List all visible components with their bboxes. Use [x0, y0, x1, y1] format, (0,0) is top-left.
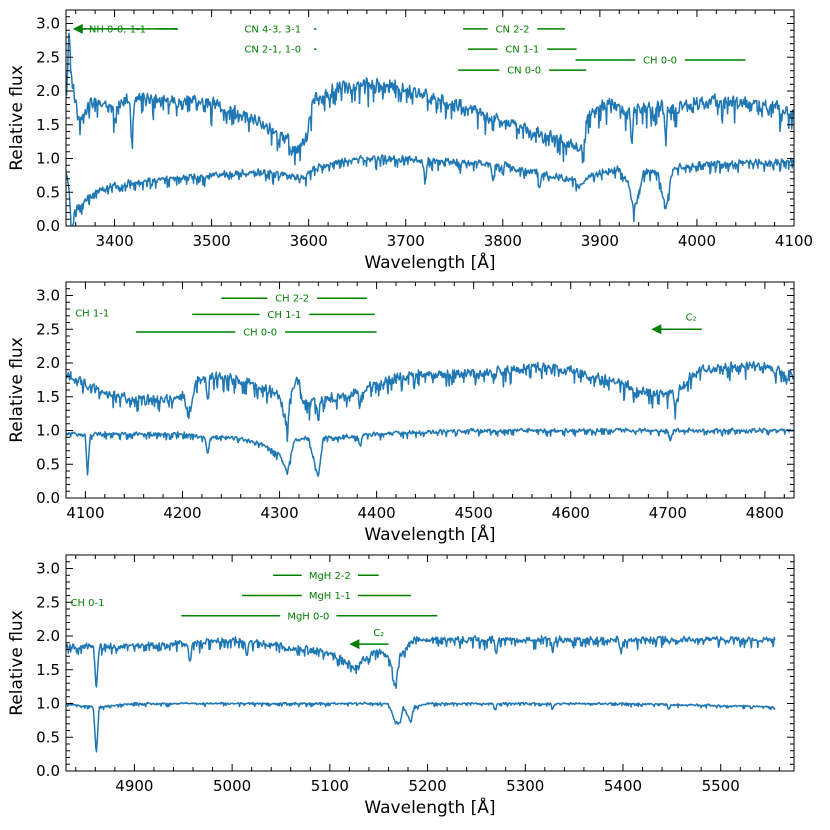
x-tick-label: 4500	[455, 504, 493, 522]
y-axis-label: Relative flux	[7, 337, 27, 443]
band-label: CN 2-1, 1-0	[244, 45, 301, 56]
panel-3: 4900 5000 5100 5200 5300 5400 5500 0.0 0.5 1.0 1.5…	[7, 554, 795, 818]
band-label: CN 2-2	[496, 24, 530, 35]
y-tick-label: 2.5	[36, 320, 60, 338]
band-label: CH 0-0	[643, 55, 677, 66]
x-tick-label: 3700	[387, 232, 425, 250]
x-axis-label: Wavelength [Å]	[364, 796, 495, 818]
band-label: CN 0-0	[507, 66, 541, 77]
x-tick-label: 3400	[95, 232, 133, 250]
band-label: MgH 2-2	[309, 571, 351, 582]
spectrum-line-2	[66, 701, 776, 753]
y-tick-label: 2.5	[36, 48, 60, 66]
spectrum-line-2	[66, 427, 794, 477]
band-label: MgH 0-0	[287, 611, 329, 622]
x-axis-label: Wavelength [Å]	[364, 523, 495, 545]
spectrum-line-1	[66, 32, 794, 166]
y-tick-label: 0.5	[36, 455, 60, 473]
y-tick-label: 0.5	[36, 728, 60, 746]
band-label: CH 1-1	[267, 310, 301, 321]
band-annotation: C₂	[349, 628, 389, 650]
y-axis-label: Relative flux	[7, 65, 27, 171]
spectrum-line-1	[66, 360, 794, 443]
band-label: CH 2-2	[275, 294, 309, 305]
x-tick-label: 4100	[66, 504, 104, 522]
y-axis-label: Relative flux	[7, 610, 27, 716]
y-tick-label: 1.0	[36, 695, 60, 713]
panel-1: 3400 3500 3600 3700 3800 3900 4000 4100 0.0 0.5 1.…	[7, 9, 813, 273]
x-tick-label: 4600	[552, 504, 590, 522]
band-annotation: CN 1-1	[467, 45, 577, 56]
spectrum-line-1	[66, 635, 776, 690]
band-annotation: CH 2-2	[221, 294, 367, 305]
band-label: CN 4-3, 3-1	[244, 24, 301, 35]
x-tick-label: 4700	[649, 504, 687, 522]
y-tick-label: 2.0	[36, 82, 60, 100]
y-tick-label: 2.0	[36, 627, 60, 645]
band-annotation: MgH 0-0	[181, 611, 438, 622]
x-tick-label: 3800	[484, 232, 522, 250]
x-tick-label: 5000	[213, 777, 251, 795]
y-tick-label: 1.0	[36, 422, 60, 440]
x-tick-label: 4200	[163, 504, 201, 522]
band-annotation: CN 4-3, 3-1	[244, 24, 317, 35]
x-tick-label: 5200	[408, 777, 446, 795]
band-annotation: MgH 1-1	[241, 591, 411, 602]
y-tick-label: 1.5	[36, 116, 60, 134]
x-tick-label: 4400	[358, 504, 396, 522]
y-tick-label: 3.0	[36, 15, 60, 33]
x-tick-label: 5400	[604, 777, 642, 795]
band-annotation: CN 2-2	[463, 24, 565, 35]
band-annotation: CH 0-0	[135, 327, 377, 338]
x-axis-label: Wavelength [Å]	[364, 251, 495, 273]
y-tick-label: 1.5	[36, 388, 60, 406]
x-tick-label: 4900	[115, 777, 153, 795]
band-annotation: CH 0-1	[70, 598, 104, 609]
band-label: C₂	[686, 313, 697, 324]
x-tick-label: 5100	[311, 777, 349, 795]
band-annotation: CN 2-1, 1-0	[244, 45, 317, 56]
band-label: NH 0-0, 1-1	[89, 24, 146, 35]
x-tick-label: 4300	[260, 504, 298, 522]
panel-2: 4100 4200 4300 4400 4500 4600 4700 4800 0.0 0.5 1.…	[7, 281, 795, 545]
band-label: CH 1-1	[75, 309, 109, 320]
plot-frame	[65, 554, 795, 772]
band-annotation: MgH 2-2	[273, 571, 379, 582]
y-tick-label: 2.5	[36, 593, 60, 611]
x-tick-label: 3600	[290, 232, 328, 250]
y-tick-label: 0.0	[36, 762, 60, 780]
band-label: MgH 1-1	[309, 591, 351, 602]
band-annotation: C₂	[651, 313, 702, 335]
y-tick-label: 0.0	[36, 217, 60, 235]
y-tick-label: 2.0	[36, 354, 60, 372]
band-label: C₂	[373, 628, 384, 639]
x-tick-label: 3500	[193, 232, 231, 250]
band-label: CH 0-1	[70, 598, 104, 609]
x-tick-label: 4800	[746, 504, 784, 522]
band-arrow-head	[349, 639, 360, 650]
x-tick-label: 3900	[581, 232, 619, 250]
band-annotation: CH 0-0	[575, 55, 746, 66]
y-tick-label: 0.0	[36, 489, 60, 507]
band-arrow-head	[651, 324, 662, 335]
y-tick-label: 3.0	[36, 287, 60, 305]
plot-frame	[65, 9, 795, 227]
band-annotation: CN 0-0	[458, 66, 587, 77]
y-tick-label: 1.0	[36, 150, 60, 168]
band-label: CH 0-0	[243, 327, 277, 338]
band-annotation: NH 0-0, 1-1	[72, 23, 178, 35]
band-label: CN 1-1	[505, 45, 539, 56]
y-tick-label: 3.0	[36, 560, 60, 578]
band-annotation: CH 1-1	[192, 310, 375, 321]
x-tick-label: 4000	[678, 232, 716, 250]
y-tick-label: 0.5	[36, 183, 60, 201]
y-tick-label: 1.5	[36, 661, 60, 679]
x-tick-label: 5300	[506, 777, 544, 795]
spectrum-line-2	[66, 154, 794, 226]
x-tick-label: 5500	[702, 777, 740, 795]
x-tick-label: 4100	[775, 232, 813, 250]
band-annotation: CH 1-1	[75, 309, 109, 320]
